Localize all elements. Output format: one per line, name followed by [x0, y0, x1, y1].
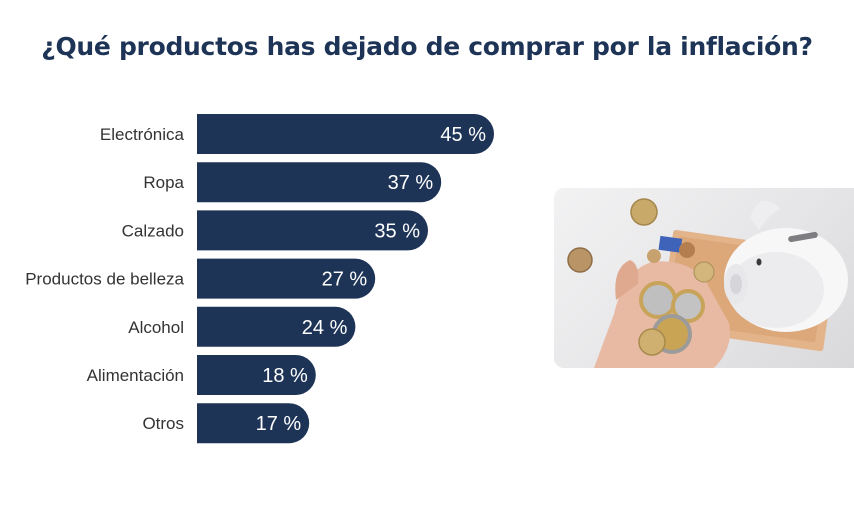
coins-icon [567, 198, 715, 356]
bar [197, 403, 310, 444]
category-label: Ropa [143, 173, 184, 192]
category-label: Alcohol [128, 318, 184, 337]
value-label: 18 % [262, 365, 308, 387]
bar [197, 306, 356, 347]
bar [197, 114, 494, 154]
value-label: 45 % [440, 124, 486, 146]
category-label: Otros [142, 414, 184, 433]
bar [197, 258, 376, 299]
value-label: 27 % [322, 269, 368, 291]
chart-title: ¿Qué productos has dejado de comprar por… [41, 32, 813, 61]
category-label: Alimentación [87, 366, 184, 385]
value-label: 35 % [374, 220, 420, 242]
category-label: Electrónica [100, 125, 185, 144]
piggy-bank-icon [724, 200, 848, 332]
value-label: 37 % [388, 172, 434, 194]
category-label: Calzado [122, 221, 184, 240]
piggy-bank-coins-photo [554, 188, 854, 368]
bar [197, 162, 442, 203]
bar [197, 210, 428, 251]
bar [197, 355, 316, 395]
value-label: 24 % [302, 317, 348, 339]
value-label: 17 % [256, 413, 302, 435]
category-label: Productos de belleza [25, 270, 184, 289]
